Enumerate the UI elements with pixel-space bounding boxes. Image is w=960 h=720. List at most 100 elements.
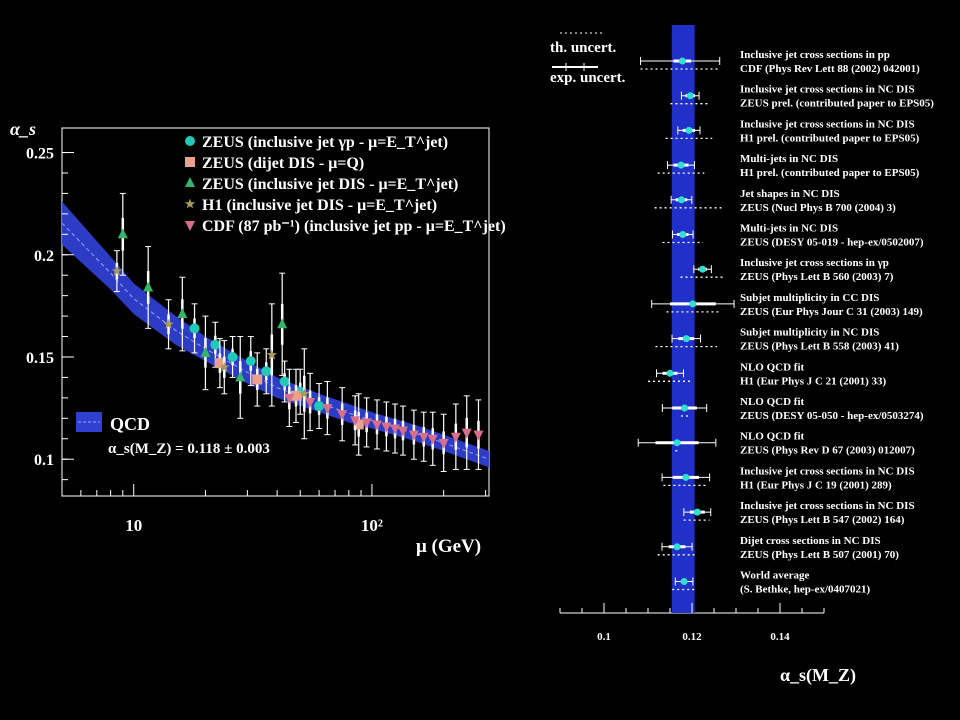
measurement-point — [679, 231, 687, 238]
measurement-point — [693, 508, 701, 516]
left-data-point — [397, 426, 408, 437]
left-data-point — [418, 432, 429, 443]
measurement-point — [686, 92, 694, 100]
left-legend-marker — [185, 221, 195, 231]
measurement-label-line1: Inclusive jet cross sections in NC DIS — [740, 118, 915, 130]
right-measurement-labels: Inclusive jet cross sections in pp CDF (P… — [740, 49, 934, 596]
left-data-point — [227, 351, 238, 362]
left-ytick-label: 0.1 — [34, 452, 54, 469]
left-ytick-label: 0.2 — [34, 248, 54, 265]
left-data-point — [390, 424, 401, 435]
measurement-label-line2: ZEUS (DESY 05-050 - hep-ex/0503274) — [740, 410, 924, 422]
left-data-point — [117, 228, 128, 239]
left-legend-marker — [185, 136, 195, 146]
measurement-point — [673, 543, 681, 551]
left-data-point — [261, 366, 272, 377]
left-axes: 0.1 0.15 0.2 0.25 10 10² — [26, 146, 487, 535]
left-legend-label: ZEUS (dijet DIS - μ=Q) — [202, 155, 364, 172]
left-data-point — [189, 323, 200, 334]
left-data-point — [438, 438, 449, 449]
measurement-label-line2: ZEUS prel. (contributed paper to EPS05) — [740, 98, 934, 110]
left-xtick-label: 10 — [125, 516, 142, 535]
measurement-label-line2: H1 (Eur Phys J C 19 (2001) 289) — [740, 479, 892, 491]
left-data-point — [361, 418, 372, 429]
left-data-point — [200, 346, 211, 357]
left-data-point — [219, 361, 230, 372]
measurement-label-line2: CDF (Phys Rev Lett 88 (2002) 042001) — [740, 63, 920, 75]
left-data-point — [337, 410, 348, 421]
qcd-band-central-line — [61, 222, 490, 460]
measurement-label-line2: ZEUS (DESY 05-019 - hep-ex/0502007) — [740, 237, 924, 249]
measurement-label-line2: ZEUS (Phys Lett B 547 (2002) 164) — [740, 514, 905, 526]
left-data-point — [163, 318, 174, 329]
legend-exp-uncert: exp. uncert. — [550, 70, 626, 86]
left-legend: ZEUS (inclusive jet γp - μ=E_T^jet) ZEUS … — [184, 134, 506, 235]
measurement-label-line1: NLO QCD fit — [740, 361, 805, 373]
left-legend-marker — [184, 198, 196, 209]
left-data-point — [353, 419, 364, 430]
measurement-label-line2: H1 (Eur Phys J C 21 (2001) 33) — [740, 375, 886, 387]
measurement-label-line1: NLO QCD fit — [740, 396, 805, 408]
left-ytick-label: 0.15 — [26, 350, 54, 367]
right-xlabel: α_s(M_Z) — [780, 665, 856, 686]
left-data-point — [322, 404, 333, 415]
left-xlabel: μ (GeV) — [416, 536, 481, 557]
measurement-label-line1: Inclusive jet cross sections in γp — [740, 257, 889, 269]
left-data-point — [279, 376, 290, 387]
right-xtick-label: 0.14 — [770, 631, 790, 643]
measurement-label-line1: Dijet cross sections in NC DIS — [740, 535, 881, 547]
left-ylabel: α_s — [10, 119, 36, 139]
left-xtick-label: 10² — [361, 516, 383, 535]
measurement-label-line2: ZEUS (Phys Lett B 558 (2003) 41) — [740, 341, 899, 353]
measurement-label-line1: Subjet multiplicity in NC DIS — [740, 327, 879, 339]
legend-th-uncert: th. uncert. — [550, 40, 616, 56]
left-legend-marker — [185, 177, 195, 187]
left-data-point — [461, 428, 472, 439]
left-ytick-label: 0.25 — [26, 146, 54, 163]
left-data-point — [235, 371, 246, 382]
measurement-label-line1: Inclusive jet cross sections in NC DIS — [740, 465, 915, 477]
qcd-legend: QCD α_s(M_Z) = 0.118 ± 0.003 — [76, 412, 270, 457]
right-measurements — [637, 57, 735, 591]
left-data-point — [427, 434, 438, 445]
measurement-point — [682, 473, 690, 481]
measurement-point — [682, 335, 690, 343]
measurement-label-line1: Subjet multiplicity in CC DIS — [740, 292, 879, 304]
left-data-point — [266, 349, 278, 360]
left-legend-label: ZEUS (inclusive jet DIS - μ=E_T^jet) — [202, 176, 458, 193]
measurement-label-line1: Jet shapes in NC DIS — [740, 188, 840, 200]
measurement-label-line1: Multi-jets in NC DIS — [740, 153, 838, 165]
left-data-point — [177, 308, 188, 319]
measurement-label-line2: ZEUS (Phys Rev D 67 (2003) 012007) — [740, 445, 915, 457]
measurement-label-line1: Multi-jets in NC DIS — [740, 223, 838, 235]
measurement-label-line2: H1 prel. (contributed paper to EPS05) — [740, 132, 920, 144]
left-data-point — [252, 374, 263, 385]
measurement-point — [666, 369, 674, 377]
right-plot-alpha-s-summary: 0.1 0.12 0.14 Inclusive jet cross sections… — [550, 25, 934, 686]
left-data-point — [350, 416, 361, 427]
measurement-point — [677, 196, 685, 204]
left-data-point — [299, 388, 310, 399]
measurement-label-line1: Inclusive jet cross sections in NC DIS — [740, 500, 915, 512]
left-data-point — [284, 393, 295, 404]
measurement-label-line2: ZEUS (Eur Phys Jour C 31 (2003) 149) — [740, 306, 923, 318]
right-xtick-label: 0.12 — [682, 631, 702, 643]
measurement-label-line2: H1 prel. (contributed paper to EPS05) — [740, 167, 920, 179]
qcd-legend-sublabel: α_s(M_Z) = 0.118 ± 0.003 — [108, 441, 270, 457]
right-legend: th. uncert. exp. uncert. — [550, 32, 626, 86]
measurement-point — [699, 265, 707, 273]
left-data-point — [381, 422, 392, 433]
left-data-point — [210, 339, 221, 350]
measurement-point — [678, 57, 686, 65]
left-data-point — [314, 401, 325, 412]
measurement-label-line2: (S. Bethke, hep-ex/0407021) — [740, 584, 871, 596]
left-data-point — [277, 318, 288, 329]
measurement-label-line1: Inclusive jet cross sections in NC DIS — [740, 84, 915, 96]
measurement-label-line1: NLO QCD fit — [740, 431, 805, 443]
left-plot-alpha-s-vs-mu: 0.1 0.15 0.2 0.25 10 10² α_s μ (GeV) ZEUS (in… — [10, 119, 506, 557]
left-data-point — [245, 356, 256, 367]
left-legend-label: CDF (87 pb⁻¹) (inclusive jet pp - μ=E_T^… — [202, 218, 506, 235]
left-data-point — [143, 281, 154, 292]
left-data-point — [371, 420, 382, 431]
